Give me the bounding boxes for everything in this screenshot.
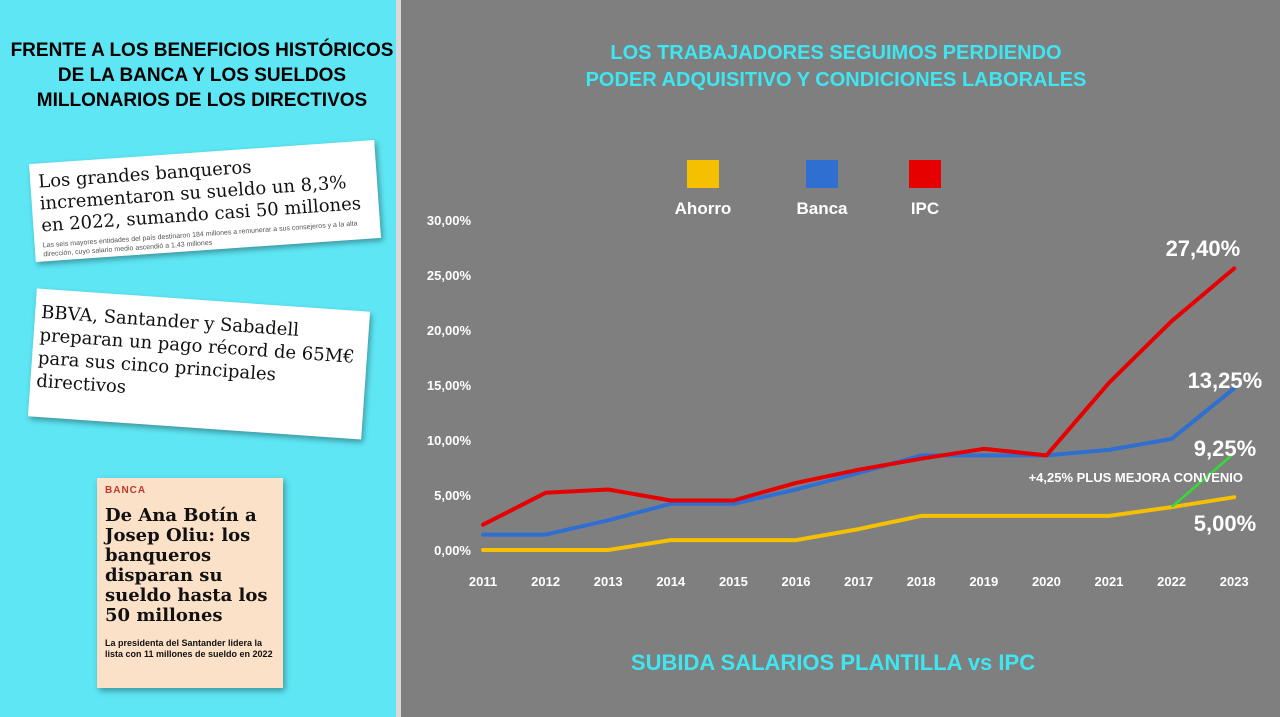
x-tick-label: 2023 bbox=[1220, 574, 1249, 589]
right-heading: LOS TRABAJADORES SEGUIMOS PERDIENDO PODE… bbox=[585, 42, 1087, 91]
y-tick-label: 25,00% bbox=[427, 268, 472, 283]
x-tick-label: 2018 bbox=[907, 574, 936, 589]
x-tick-label: 2016 bbox=[782, 574, 811, 589]
x-tick-label: 2021 bbox=[1095, 574, 1124, 589]
ahorro-end-label: 5,00% bbox=[1194, 511, 1256, 536]
y-tick-label: 30,00% bbox=[427, 213, 472, 228]
y-tick-label: 20,00% bbox=[427, 323, 472, 338]
y-axis-ticks: 0,00% 5,00% 10,00% 15,00% 20,00% 25,00% 30,00% bbox=[427, 213, 472, 558]
clipping-kicker: BANCA bbox=[105, 485, 147, 496]
x-tick-label: 2013 bbox=[594, 574, 623, 589]
line-chart: Ahorro Banca IPC 0,00% 5,00% 10,00% 15,00% 20,… bbox=[427, 160, 1263, 589]
series-line-banca bbox=[481, 386, 1237, 537]
clipping-headline: De Ana Botín a Josep Oliu: los banqueros… bbox=[105, 505, 268, 626]
series-line-ipc bbox=[481, 266, 1237, 527]
series-line-ahorro bbox=[481, 495, 1237, 552]
x-tick-label: 2022 bbox=[1157, 574, 1186, 589]
legend-swatch-ipc bbox=[909, 160, 941, 188]
series-lines bbox=[481, 266, 1237, 552]
plus-mejora-line bbox=[1170, 452, 1236, 509]
bottom-caption: SUBIDA SALARIOS PLANTILLA vs IPC bbox=[630, 650, 1036, 675]
legend-label-ipc: IPC bbox=[911, 199, 939, 218]
x-tick-label: 2020 bbox=[1032, 574, 1061, 589]
panel-divider bbox=[396, 0, 401, 717]
legend-swatch-ahorro bbox=[687, 160, 719, 188]
banca-end-label: 13,25% bbox=[1188, 368, 1263, 393]
x-axis-ticks: 2011 2012 2013 2014 2015 2016 2017 2018 2019 2020… bbox=[469, 574, 1249, 589]
chart-annotations: 27,40% 13,25% 9,25% 5,00% +4,25% PLUS MEJORA… bbox=[1029, 236, 1263, 536]
y-tick-label: 5,00% bbox=[434, 488, 471, 503]
legend-swatch-banca bbox=[806, 160, 838, 188]
x-tick-label: 2011 bbox=[469, 574, 497, 589]
legend-label-ahorro: Ahorro bbox=[675, 199, 732, 218]
legend-label-banca: Banca bbox=[796, 199, 848, 218]
x-tick-label: 2017 bbox=[844, 574, 873, 589]
clipping-headline: BBVA, Santander y Sabadell preparan un p… bbox=[35, 301, 356, 398]
x-tick-label: 2014 bbox=[656, 574, 686, 589]
left-heading: FRENTE A LOS BENEFICIOS HISTÓRICOS DE LA… bbox=[10, 40, 394, 111]
news-clipping-pago-record: BBVA, Santander y Sabadell preparan un p… bbox=[27, 288, 371, 440]
chart-legend: Ahorro Banca IPC bbox=[675, 160, 941, 218]
x-tick-label: 2015 bbox=[719, 574, 748, 589]
plus-end-label: 9,25% bbox=[1194, 436, 1256, 461]
clipping-subheadline: La presidenta del Santander lidera la li… bbox=[105, 638, 273, 659]
y-tick-label: 0,00% bbox=[434, 543, 471, 558]
x-tick-label: 2019 bbox=[969, 574, 998, 589]
y-tick-label: 15,00% bbox=[427, 378, 472, 393]
news-clipping-banqueros: BANCA De Ana Botín a Josep Oliu: los ban… bbox=[97, 478, 283, 688]
ipc-end-label: 27,40% bbox=[1166, 236, 1241, 261]
y-tick-label: 10,00% bbox=[427, 433, 472, 448]
x-tick-label: 2012 bbox=[531, 574, 560, 589]
plus-note-label: +4,25% PLUS MEJORA CONVENIO bbox=[1029, 470, 1243, 485]
